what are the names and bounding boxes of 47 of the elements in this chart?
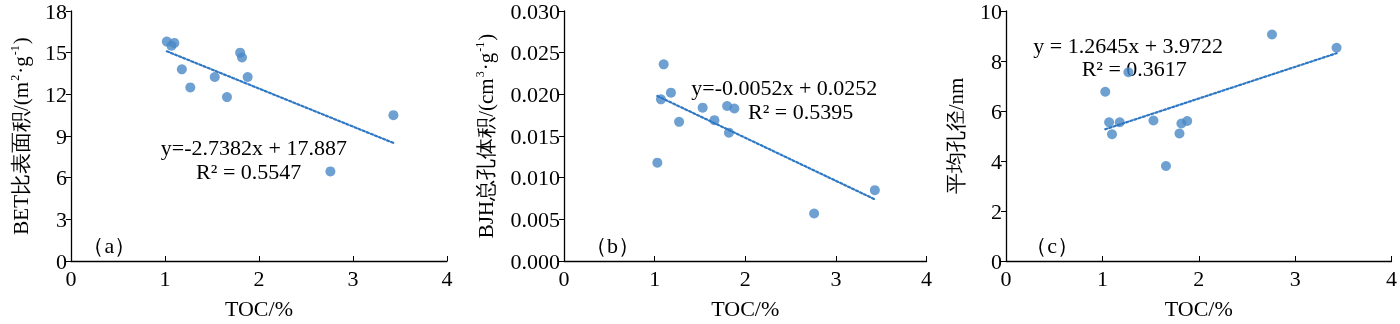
y-tick-label: 0.025 [510,40,560,66]
x-tick-label: 4 [441,265,453,291]
x-tick-label: 2 [253,265,265,291]
x-tick-label: 1 [1096,265,1108,291]
y-tick-label: 4 [991,148,1002,174]
x-tick-label: 4 [1386,265,1397,291]
x-tick-label: 1 [159,265,171,291]
annotation: R² = 0.5395 [748,98,854,124]
annotation: （b） [585,232,641,258]
y-tick-label: 3 [55,206,67,232]
annotation: y = 1.2645x + 3.9722 [1033,32,1224,58]
y-tick-label: 0.030 [510,0,560,24]
y-tick-label: 0 [991,248,1002,274]
y-tick-label: 12 [44,81,67,107]
y-tick-label: 6 [55,165,67,191]
x-axis-title: TOC/% [224,295,293,321]
annotation: （c） [1025,232,1080,258]
y-tick-label: 8 [991,48,1002,74]
y-tick-label: 15 [44,40,67,66]
y-tick-label: 9 [55,123,67,149]
x-axis-title: TOC/% [711,295,780,321]
x-tick-label: 2 [739,265,751,291]
annotation: R² = 0.5547 [196,159,302,185]
annotation: y=-0.0052x + 0.0252 [691,74,878,100]
y-tick-label: 0 [55,248,67,274]
x-tick-label: 1 [649,265,661,291]
annotation: （a） [82,232,137,258]
x-tick-label: 3 [347,265,359,291]
y-tick-label: 0.005 [510,206,560,232]
annotation: R² = 0.3617 [1081,56,1187,82]
y-tick-label: 10 [980,0,1002,24]
x-tick-label: 2 [1193,265,1205,291]
annotation: y=-2.7382x + 17.887 [160,135,347,161]
y-tick-label: 6 [991,98,1002,124]
y-axis-title: BET比表面积/(m2·g-1) [8,37,33,235]
x-axis-title: TOC/% [1164,295,1233,321]
y-tick-label: 2 [991,198,1002,224]
y-axis-title: BJH总孔体积/(cm3·g-1) [473,33,498,239]
y-tick-label: 0.020 [510,81,560,107]
y-tick-label: 0.015 [510,123,560,149]
x-tick-label: 3 [1289,265,1301,291]
y-tick-label: 18 [44,0,67,24]
x-tick-label: 3 [830,265,842,291]
y-tick-label: 0.000 [510,248,560,274]
y-axis-title: 平均孔径/nm [944,77,968,195]
y-tick-label: 0.010 [510,165,560,191]
x-tick-label: 4 [921,265,932,291]
